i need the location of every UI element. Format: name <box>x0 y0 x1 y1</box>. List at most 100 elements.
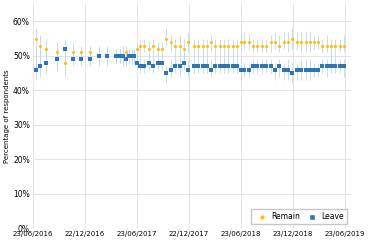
Point <box>129 54 135 58</box>
Point <box>78 57 84 61</box>
Point <box>315 68 321 72</box>
Point <box>112 54 118 58</box>
Point <box>246 68 252 72</box>
Point <box>294 68 300 72</box>
Point <box>263 44 269 47</box>
Point <box>212 44 218 47</box>
Point <box>78 50 84 54</box>
Point <box>112 54 118 58</box>
Point <box>137 44 143 47</box>
Point <box>208 68 214 72</box>
Point <box>168 68 174 72</box>
Point <box>250 44 256 47</box>
Point <box>176 44 182 47</box>
Point <box>185 68 191 72</box>
Point <box>328 44 334 47</box>
Point <box>43 47 49 51</box>
Point <box>217 44 223 47</box>
Point <box>250 64 256 68</box>
Point <box>191 64 197 68</box>
Point <box>159 47 165 51</box>
Point <box>332 64 338 68</box>
Point <box>268 64 273 68</box>
Legend: Remain, Leave: Remain, Leave <box>251 209 347 224</box>
Point <box>134 47 140 51</box>
Point <box>307 40 313 44</box>
Point <box>185 40 191 44</box>
Y-axis label: Percentage of respondents: Percentage of respondents <box>4 69 10 163</box>
Point <box>54 57 60 61</box>
Point <box>172 64 178 68</box>
Point <box>43 61 49 65</box>
Point <box>315 40 321 44</box>
Point <box>62 47 68 51</box>
Point <box>241 68 247 72</box>
Point <box>124 57 130 61</box>
Point <box>225 44 231 47</box>
Point <box>319 64 325 68</box>
Point <box>131 54 137 58</box>
Point <box>164 37 169 40</box>
Point <box>131 54 137 58</box>
Point <box>230 64 236 68</box>
Point <box>150 64 156 68</box>
Point <box>87 50 93 54</box>
Point <box>200 64 206 68</box>
Point <box>230 44 236 47</box>
Point <box>141 44 147 47</box>
Point <box>268 40 273 44</box>
Point <box>324 44 330 47</box>
Point <box>311 68 317 72</box>
Point <box>168 40 174 44</box>
Point <box>155 47 161 51</box>
Point <box>341 44 347 47</box>
Point <box>146 61 152 65</box>
Point <box>285 40 291 44</box>
Point <box>37 64 43 68</box>
Point <box>303 40 309 44</box>
Point <box>176 64 182 68</box>
Point <box>150 44 156 47</box>
Point <box>285 68 291 72</box>
Point <box>164 71 169 75</box>
Point <box>204 64 210 68</box>
Point <box>155 61 161 65</box>
Point <box>298 40 304 44</box>
Point <box>255 64 260 68</box>
Point <box>195 44 201 47</box>
Point <box>159 61 165 65</box>
Point <box>272 40 278 44</box>
Point <box>117 54 123 58</box>
Point <box>332 44 338 47</box>
Point <box>234 44 240 47</box>
Point <box>272 68 278 72</box>
Point <box>337 64 343 68</box>
Point <box>87 57 93 61</box>
Point <box>328 64 334 68</box>
Point <box>117 54 123 58</box>
Point <box>259 44 265 47</box>
Point <box>54 50 60 54</box>
Point <box>96 54 102 58</box>
Point <box>37 44 43 47</box>
Point <box>259 64 265 68</box>
Point <box>238 68 244 72</box>
Point <box>319 44 325 47</box>
Point <box>33 37 39 40</box>
Point <box>225 64 231 68</box>
Point <box>126 54 132 58</box>
Point <box>294 40 300 44</box>
Point <box>289 37 295 40</box>
Point <box>307 68 313 72</box>
Point <box>104 54 110 58</box>
Point <box>324 64 330 68</box>
Point <box>311 40 317 44</box>
Point <box>281 40 287 44</box>
Point <box>276 44 282 47</box>
Point <box>129 54 135 58</box>
Point <box>70 50 75 54</box>
Point <box>120 54 126 58</box>
Point <box>33 68 39 72</box>
Point <box>195 64 201 68</box>
Point <box>289 71 295 75</box>
